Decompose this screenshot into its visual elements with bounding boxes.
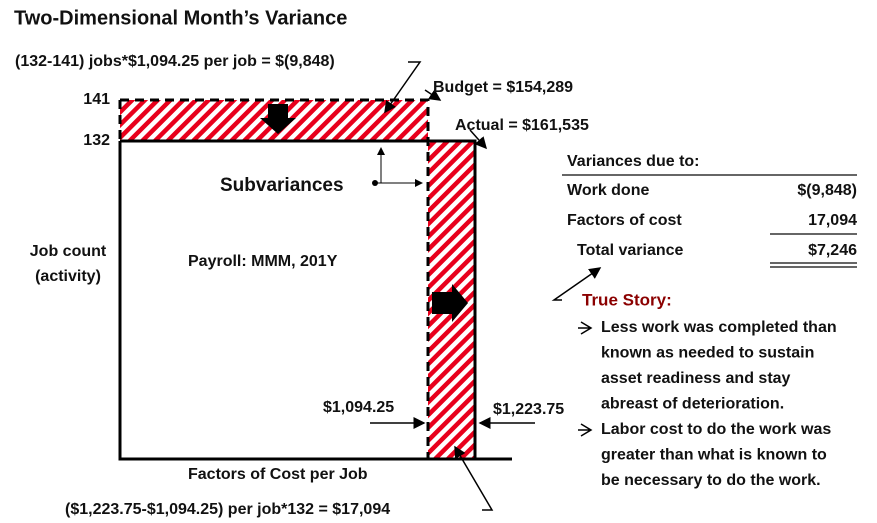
variance-table: Variances due to: Work done $(9,848) Fac… xyxy=(562,153,857,268)
table-label: Work done xyxy=(567,182,649,199)
budget: Budget = $154,289 xyxy=(433,79,573,96)
payroll: Payroll: MMM, 201Y xyxy=(188,253,338,270)
story-line: Less work was completed than xyxy=(601,319,837,336)
table-value: $(9,848) xyxy=(797,182,857,199)
actual: Actual = $161,535 xyxy=(455,117,589,134)
y-label: Job count xyxy=(30,243,107,260)
table-label: Total variance xyxy=(577,242,684,259)
cost-formula: ($1,223.75-$1,094.25) per job*132 = $17,… xyxy=(65,501,390,518)
story-line: abreast of deterioration. xyxy=(601,396,784,413)
subvariances: Subvariances xyxy=(220,175,344,196)
table-value: 17,094 xyxy=(808,212,857,229)
table-header: Variances due to: xyxy=(567,153,700,170)
title: Two-Dimensional Month’s Variance xyxy=(14,7,347,29)
story-line: be necessary to do the work. xyxy=(601,472,821,489)
work-formula: (132-141) jobs*$1,094.25 per job = $(9,8… xyxy=(15,53,335,70)
story-line: asset readiness and stay xyxy=(601,370,791,387)
y-label: (activity) xyxy=(35,268,101,285)
story-title: True Story: xyxy=(582,290,672,309)
variance-shapes xyxy=(118,61,602,511)
story-line: greater than what is known to xyxy=(601,447,827,464)
bullet xyxy=(578,423,593,437)
y-low: 132 xyxy=(83,132,110,149)
story-line: known as needed to sustain xyxy=(601,345,814,362)
x-right: $1,223.75 xyxy=(493,401,564,418)
table-label: Factors of cost xyxy=(567,212,682,229)
y-high: 141 xyxy=(83,91,110,108)
x-label: Factors of Cost per Job xyxy=(188,466,368,483)
table-value: $7,246 xyxy=(808,242,857,259)
bullet xyxy=(578,321,593,335)
story-line: Labor cost to do the work was xyxy=(601,421,831,438)
x-left: $1,094.25 xyxy=(323,399,394,416)
story: Less work was completed than known as nee… xyxy=(578,319,837,489)
